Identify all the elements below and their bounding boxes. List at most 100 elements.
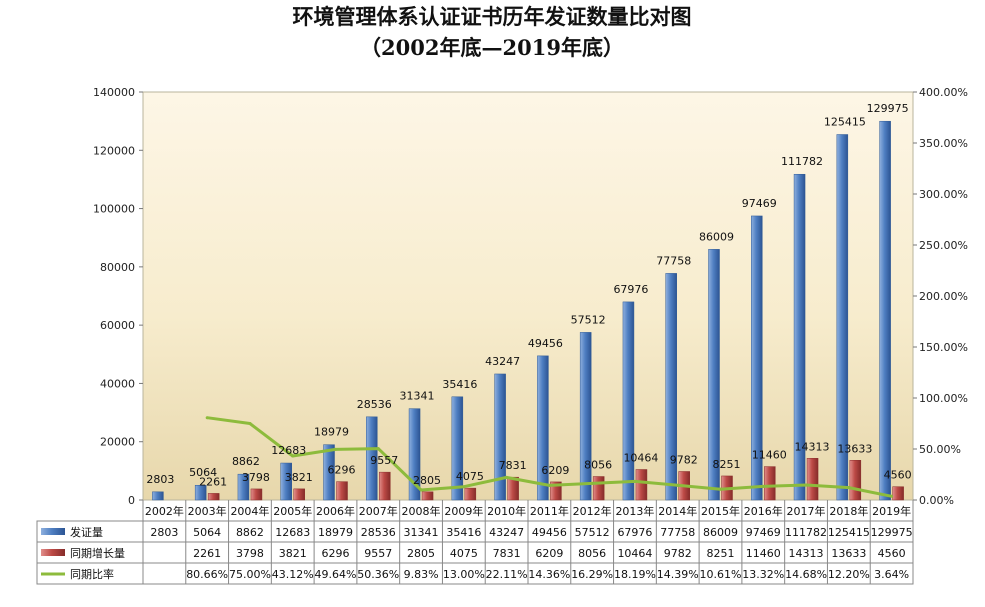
data-label-issued: 12683 [271,444,306,457]
bar-issued [793,173,806,501]
rate-point [890,494,894,498]
table-cell: 57512 [575,526,610,539]
y-right-tick-label: 150.00% [919,341,968,354]
data-label-growth: 3821 [285,471,313,484]
bar-issued [751,215,763,501]
data-label-growth: 7831 [499,459,527,472]
category-label: 2015年 [701,504,740,518]
bar-growth [764,466,776,501]
table-cell: 14.68% [785,568,827,581]
category-label: 2003年 [188,504,227,518]
table-cell: 9.83% [404,568,439,581]
y-right-tick-label: 50.00% [919,443,961,456]
rate-point [291,454,295,458]
bar-issued [622,301,635,501]
category-label: 2014年 [658,504,697,518]
data-label-growth: 13633 [837,442,872,455]
bar-issued [366,416,378,501]
table-cell: 28536 [361,526,396,539]
table-cell: 14.39% [657,568,699,581]
rate-point [462,485,466,489]
bar-issued [579,332,592,501]
category-label: 2002年 [145,504,184,518]
table-row-label: 同期比率 [70,567,114,581]
category-label: 2018年 [829,504,868,518]
table-cell: 77758 [660,526,695,539]
category-label: 2019年 [872,504,911,518]
series-issued-bars [152,120,891,501]
category-label: 2013年 [615,504,654,518]
y-right-tick-label: 0.00% [919,494,954,507]
data-label-issued: 35416 [442,378,477,391]
category-label: 2009年 [444,504,483,518]
y-left-tick-label: 0 [128,494,135,507]
data-label-growth: 11460 [752,449,787,462]
table-cell: 7831 [493,547,521,560]
table-cell: 4075 [450,547,478,560]
data-label-growth: 8251 [713,458,741,471]
plot-area [142,91,914,501]
table-cell: 13633 [831,547,866,560]
bar-issued [451,396,464,501]
bar-growth [550,481,562,501]
data-label-growth: 6209 [541,464,569,477]
table-cell: 8251 [707,547,735,560]
table-cell: 8056 [578,547,606,560]
bar-growth [464,487,477,501]
data-label-issued: 43247 [485,355,520,368]
bar-growth [379,471,391,501]
category-label: 2008年 [402,504,441,518]
bar-growth [592,476,605,501]
table-cell: 9782 [664,547,692,560]
table-cell: 10464 [617,547,652,560]
table-cell: 50.36% [357,568,399,581]
category-label: 2007年 [359,504,398,518]
bar-issued [708,249,720,501]
table-cell: 2803 [150,526,178,539]
table-cell: 31341 [404,526,439,539]
category-label: 2012年 [573,504,612,518]
y-left-tick-label: 140000 [93,86,135,99]
y-left-tick-label: 20000 [100,436,135,449]
data-label-growth: 9782 [670,453,698,466]
data-label-growth: 8056 [584,459,612,472]
table-cell: 6209 [535,547,563,560]
table-cell: 43.12% [272,568,314,581]
bar-issued [152,491,164,501]
data-label-growth: 14313 [795,440,830,453]
table-row-label: 发证量 [70,525,103,539]
data-table: 2002年 2003年 2004年 2005年 2006年 2007年 2008年 2009年… [36,500,914,585]
table-cell: 18979 [318,526,353,539]
data-label-issued: 18979 [314,426,349,439]
legend-key [41,528,65,535]
category-label: 2005年 [273,504,312,518]
rate-point [719,487,722,491]
bar-issued [237,473,250,501]
y-left-tick-label: 40000 [100,377,135,390]
table-cell: 8862 [236,526,264,539]
rate-point [804,483,808,487]
table-cell: 12683 [275,526,310,539]
data-label-issued: 97469 [742,197,777,210]
bar-growth [806,458,819,501]
table-cell: 13.32% [742,568,784,581]
table-cell: 2805 [407,547,435,560]
table-cell: 11460 [746,547,781,560]
table-cell: 111782 [785,526,827,539]
bar-issued [665,273,677,501]
y-right-tick-label: 300.00% [919,188,968,201]
bar-issued [194,484,207,501]
data-label-issued: 86009 [699,230,734,243]
table-cell: 13.00% [443,568,485,581]
rate-point [248,422,252,425]
table-cell: 2261 [193,547,221,560]
series-rate-line [205,416,894,498]
rate-point [676,483,680,487]
y-left-tick-label: 100000 [93,203,135,216]
bar-issued [537,355,549,501]
table-cell: 4560 [878,547,906,560]
data-label-issued: 129975 [867,102,909,115]
data-label-growth: 6296 [328,464,356,477]
bar-issued [408,408,421,501]
